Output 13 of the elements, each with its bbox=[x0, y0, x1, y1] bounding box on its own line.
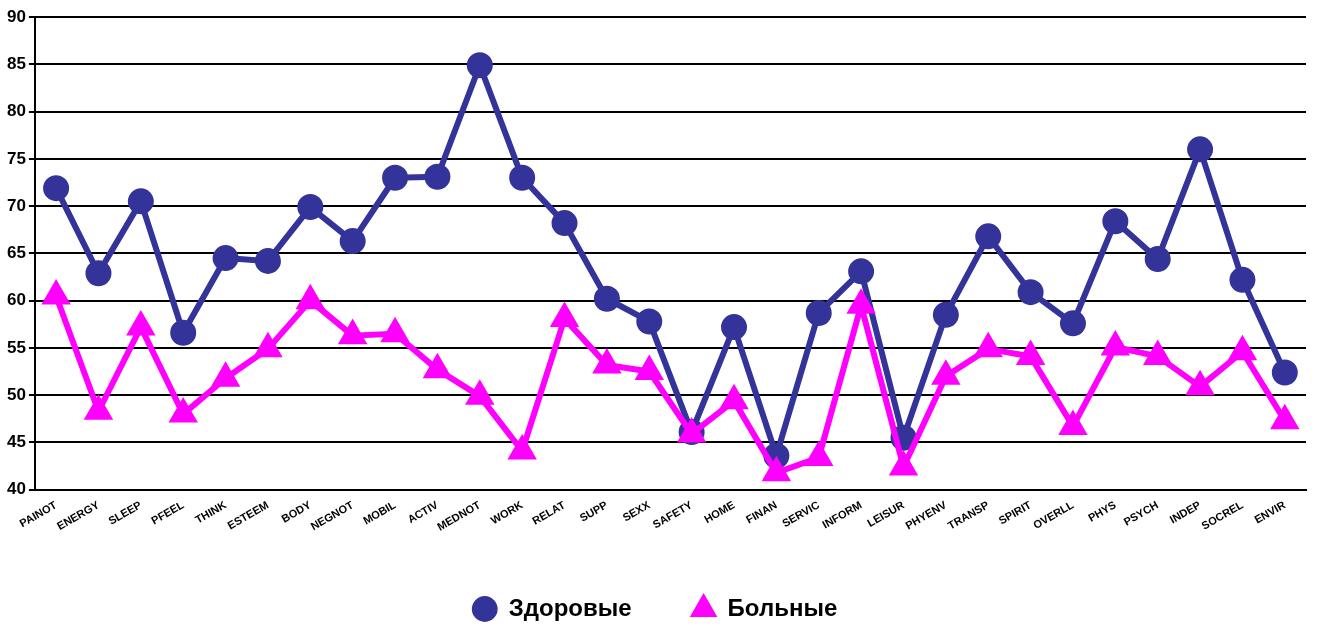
y-tick-label: 45 bbox=[6, 432, 26, 452]
y-tick-label: 80 bbox=[6, 101, 26, 121]
y-tick-label: 65 bbox=[6, 243, 26, 263]
legend-label: Больные bbox=[727, 593, 838, 621]
y-tick-label: 75 bbox=[6, 148, 26, 168]
legend-label: Здоровые bbox=[508, 593, 632, 621]
y-tick-label: 40 bbox=[6, 479, 26, 499]
y-tick-label: 90 bbox=[6, 6, 26, 26]
y-tick-label: 70 bbox=[6, 195, 26, 215]
y-tick-label: 55 bbox=[6, 337, 26, 357]
y-tick-label: 50 bbox=[6, 384, 26, 404]
y-tick-label: 85 bbox=[6, 53, 26, 73]
y-tick-label: 60 bbox=[6, 290, 26, 310]
